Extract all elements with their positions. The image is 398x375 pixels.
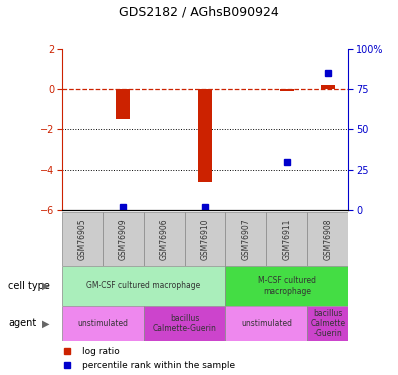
- Bar: [62, 212, 103, 266]
- Text: unstimulated: unstimulated: [77, 319, 128, 328]
- Text: cell type: cell type: [8, 281, 50, 291]
- Bar: [198, 89, 212, 182]
- Text: log ratio: log ratio: [82, 346, 119, 355]
- Bar: [144, 212, 185, 266]
- Text: GM-CSF cultured macrophage: GM-CSF cultured macrophage: [86, 281, 201, 290]
- Text: agent: agent: [8, 318, 36, 328]
- Text: GDS2182 / AGhsB090924: GDS2182 / AGhsB090924: [119, 6, 279, 19]
- Text: GSM76910: GSM76910: [201, 218, 209, 260]
- Bar: [103, 212, 144, 266]
- Text: percentile rank within the sample: percentile rank within the sample: [82, 361, 235, 370]
- Bar: [225, 266, 348, 306]
- Bar: [307, 306, 348, 341]
- Bar: [307, 212, 348, 266]
- Text: GSM76908: GSM76908: [323, 218, 332, 260]
- Bar: [266, 212, 307, 266]
- Text: ▶: ▶: [42, 281, 49, 291]
- Bar: [225, 306, 307, 341]
- Bar: [116, 89, 130, 119]
- Text: M-CSF cultured
macrophage: M-CSF cultured macrophage: [258, 276, 316, 296]
- Text: ▶: ▶: [42, 318, 49, 328]
- Bar: [225, 212, 266, 266]
- Text: GSM76911: GSM76911: [282, 218, 291, 260]
- Text: bacillus
Calmette-Guerin: bacillus Calmette-Guerin: [152, 314, 217, 333]
- Bar: [62, 306, 144, 341]
- Text: bacillus
Calmette
-Guerin: bacillus Calmette -Guerin: [310, 309, 345, 338]
- Bar: [321, 85, 335, 89]
- Text: GSM76907: GSM76907: [242, 218, 250, 260]
- Text: GSM76906: GSM76906: [160, 218, 168, 260]
- Text: unstimulated: unstimulated: [241, 319, 292, 328]
- Bar: [185, 212, 225, 266]
- Text: GSM76905: GSM76905: [78, 218, 87, 260]
- Bar: [280, 89, 294, 91]
- Text: GSM76909: GSM76909: [119, 218, 128, 260]
- Bar: [144, 306, 225, 341]
- Bar: [62, 266, 225, 306]
